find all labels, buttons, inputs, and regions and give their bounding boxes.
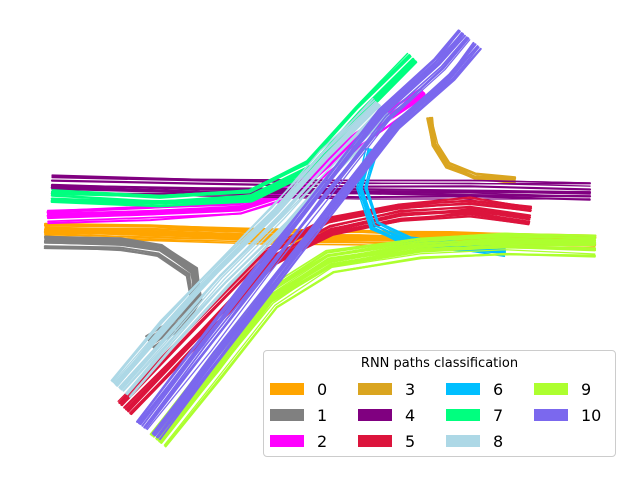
path-line xyxy=(430,117,516,178)
legend-item-5: 5 xyxy=(358,431,416,451)
legend-swatch xyxy=(446,409,480,421)
path-line xyxy=(43,245,194,341)
series-3-paths xyxy=(426,116,517,185)
legend-swatch xyxy=(446,383,480,395)
legend-item-0: 0 xyxy=(270,379,328,399)
path-line xyxy=(431,116,517,180)
legend-item-2: 2 xyxy=(270,431,328,451)
legend-label: 10 xyxy=(581,405,602,425)
path-line xyxy=(430,116,516,180)
path-line xyxy=(127,210,531,413)
path-line xyxy=(118,106,383,389)
legend-swatch xyxy=(270,383,304,395)
path-line xyxy=(136,30,461,423)
path-line xyxy=(123,205,532,409)
path-line xyxy=(44,235,203,349)
series-5-paths xyxy=(117,196,533,416)
legend-item-3: 3 xyxy=(358,379,416,399)
path-line xyxy=(129,115,392,398)
legend-swatch xyxy=(534,409,568,421)
path-line xyxy=(146,39,471,431)
legend-label: 4 xyxy=(405,405,416,425)
series-1-paths xyxy=(43,235,203,349)
path-line xyxy=(51,52,409,197)
path-line xyxy=(112,101,378,383)
legend-item-8: 8 xyxy=(446,431,504,451)
legend-label: 6 xyxy=(493,379,504,399)
path-line xyxy=(114,102,379,386)
path-line xyxy=(139,33,464,425)
legend-label: 1 xyxy=(317,405,328,425)
legend-label: 3 xyxy=(405,379,416,399)
path-line xyxy=(116,103,380,387)
legend-item-7: 7 xyxy=(446,405,504,425)
path-line xyxy=(143,36,468,429)
path-line xyxy=(430,116,517,180)
legend-label: 2 xyxy=(317,431,328,451)
legend-swatch xyxy=(270,409,304,421)
legend-label: 5 xyxy=(405,431,416,451)
legend-item-10: 10 xyxy=(534,405,602,425)
legend-item-6: 6 xyxy=(446,379,504,399)
series-8-paths xyxy=(110,97,393,398)
legend-label: 7 xyxy=(493,405,504,425)
legend-item-4: 4 xyxy=(358,405,416,425)
path-line xyxy=(51,55,412,199)
path-line xyxy=(145,36,468,430)
path-line xyxy=(429,116,517,179)
paths-layer xyxy=(43,29,597,448)
legend-swatch xyxy=(358,435,392,447)
path-line xyxy=(111,97,374,383)
path-line xyxy=(159,244,596,443)
legend-swatch xyxy=(358,383,392,395)
path-line xyxy=(151,42,475,435)
legend-swatch xyxy=(270,435,304,447)
legend: RNN paths classification 0 1 2 3 4 5 6 7 8 9 10 xyxy=(263,350,616,457)
path-line xyxy=(164,253,596,448)
legend-item-1: 1 xyxy=(270,405,328,425)
legend-title: RNN paths classification xyxy=(360,356,519,371)
legend-swatch xyxy=(358,409,392,421)
path-line xyxy=(163,249,596,446)
legend-swatch xyxy=(534,383,568,395)
path-line xyxy=(122,111,387,392)
path-line xyxy=(120,202,532,406)
path-line xyxy=(156,47,482,439)
legend-label: 8 xyxy=(493,431,504,451)
path-line xyxy=(427,117,516,181)
path-line xyxy=(154,45,479,437)
legend-label: 9 xyxy=(581,379,592,399)
legend-swatch xyxy=(446,435,480,447)
legend-label: 0 xyxy=(317,379,328,399)
path-line xyxy=(159,48,482,441)
series-10-paths xyxy=(136,29,482,441)
legend-item-9: 9 xyxy=(534,379,592,399)
